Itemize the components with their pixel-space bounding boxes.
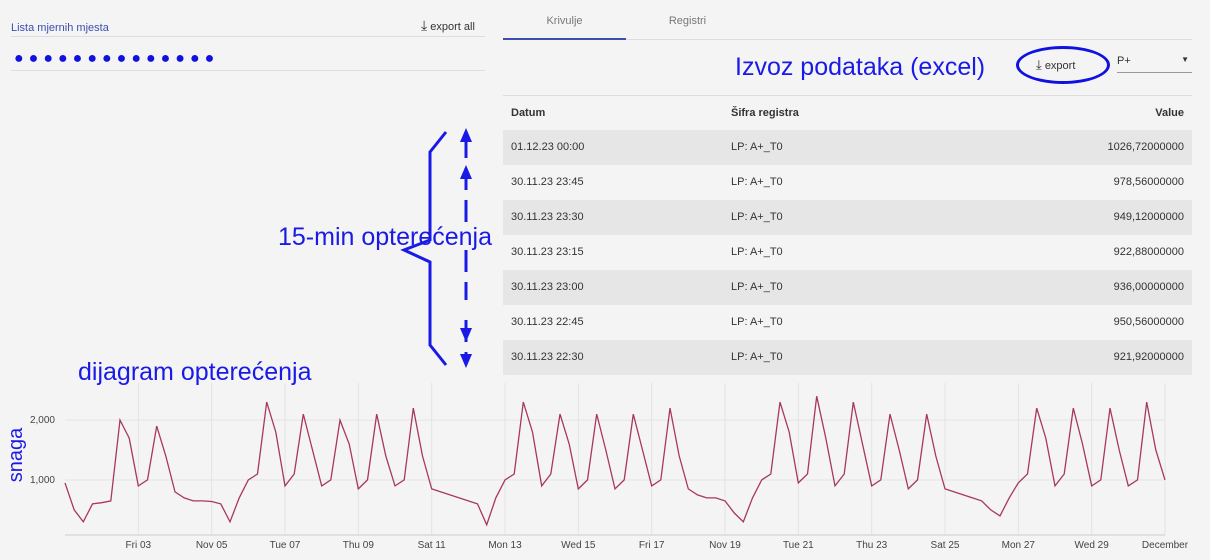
divider xyxy=(11,70,485,71)
table-cell: LP: A+_T0 xyxy=(731,246,783,258)
table-cell: 1026,72000000 xyxy=(1107,141,1184,153)
select[interactable]: P+ ▼ xyxy=(1117,55,1192,73)
table-cell: 30.11.23 22:30 xyxy=(511,351,584,363)
table-cell: 30.11.23 23:00 xyxy=(511,281,584,293)
x-tick-label: Sat 25 xyxy=(931,540,960,551)
x-tick-label: Thu 23 xyxy=(856,540,888,551)
table-row: 30.11.23 23:15 LP: A+_T0 922,88000000 xyxy=(503,235,1192,270)
tab[interactable]: Krivulje xyxy=(546,15,583,27)
table-cell: LP: A+_T0 xyxy=(731,316,783,328)
series-line xyxy=(64,396,1166,527)
table-cell: 30.11.23 23:15 xyxy=(511,246,584,258)
header-cell: Datum xyxy=(511,107,546,119)
table-cell: LP: A+_T0 xyxy=(731,176,783,188)
table-row: 30.11.23 22:45 LP: A+_T0 950,56000000 xyxy=(503,305,1192,340)
masked-list: ●●●●●●●●●●●●●● xyxy=(14,50,220,67)
table-cell: 936,00000000 xyxy=(1113,281,1184,293)
table-cell: LP: A+_T0 xyxy=(731,141,783,153)
tab-indicator xyxy=(503,38,626,40)
annotation: Izvoz podataka (excel) xyxy=(735,53,986,81)
select-value: P+ xyxy=(1117,55,1131,67)
arrow-heads xyxy=(460,128,472,368)
x-tick-label: Wed 29 xyxy=(1075,540,1110,551)
table-cell: 30.11.23 23:45 xyxy=(511,176,584,188)
header-cell: Šifra registra xyxy=(731,107,799,119)
x-tick-label: Fri 17 xyxy=(639,540,665,551)
table-row: 30.11.23 23:00 LP: A+_T0 936,00000000 xyxy=(503,270,1192,305)
table-row: 01.12.23 00:00 LP: A+_T0 1026,72000000 xyxy=(503,130,1192,165)
x-tick-label: Wed 15 xyxy=(561,540,596,551)
table-cell: 30.11.23 23:30 xyxy=(511,211,584,223)
y-tick-label: 1,000 xyxy=(30,475,55,486)
export-all-button[interactable]: ⤓ export all xyxy=(421,17,475,33)
table-cell: 921,92000000 xyxy=(1113,351,1184,363)
x-tick-label: Mon 13 xyxy=(488,540,522,551)
x-tick-label: Tue 07 xyxy=(270,540,301,551)
highlight-ellipse xyxy=(1016,46,1110,84)
y-axis-label: snaga xyxy=(5,427,27,482)
table-cell: 978,56000000 xyxy=(1113,176,1184,188)
table-cell: 949,12000000 xyxy=(1113,211,1184,223)
annotation: 15-min opterećenja xyxy=(278,223,493,251)
x-tick-label: Mon 27 xyxy=(1002,540,1036,551)
table-row: 30.11.23 23:45 LP: A+_T0 978,56000000 xyxy=(503,165,1192,200)
table-row: 30.11.23 22:30 LP: A+_T0 921,92000000 xyxy=(503,340,1192,375)
brace xyxy=(400,131,448,366)
sidebar-title: Lista mjernih mjesta xyxy=(11,22,109,34)
divider xyxy=(11,36,485,37)
table-row: 30.11.23 23:30 LP: A+_T0 949,12000000 xyxy=(503,200,1192,235)
export-all-label: export all xyxy=(430,21,475,33)
divider xyxy=(626,39,1192,40)
export-label: export xyxy=(1044,60,1076,72)
table-cell: 922,88000000 xyxy=(1113,246,1184,258)
table-header: Datum Šifra registra Value xyxy=(503,95,1192,131)
x-tick-label: Thu 09 xyxy=(343,540,375,551)
x-tick-label: December xyxy=(1142,540,1189,551)
table-cell: LP: A+_T0 xyxy=(731,281,783,293)
header-cell: Value xyxy=(1155,107,1184,119)
x-tick-label: Nov 05 xyxy=(196,540,228,551)
x-tick-label: Fri 03 xyxy=(126,540,152,551)
table-cell: 30.11.23 22:45 xyxy=(511,316,584,328)
x-tick-label: Tue 21 xyxy=(783,540,814,551)
tab[interactable]: Registri xyxy=(668,15,707,27)
x-tick-label: Sat 11 xyxy=(418,540,447,551)
table-cell: LP: A+_T0 xyxy=(731,351,783,363)
table-cell: 950,56000000 xyxy=(1113,316,1184,328)
export-button[interactable]: ⤓ export xyxy=(1036,57,1076,72)
table-cell: 01.12.23 00:00 xyxy=(511,141,585,153)
x-tick-label: Nov 19 xyxy=(709,540,741,551)
table-cell: LP: A+_T0 xyxy=(731,211,783,223)
y-tick-label: 2,000 xyxy=(30,415,55,426)
annotation: dijagram opterećenja xyxy=(78,358,312,386)
